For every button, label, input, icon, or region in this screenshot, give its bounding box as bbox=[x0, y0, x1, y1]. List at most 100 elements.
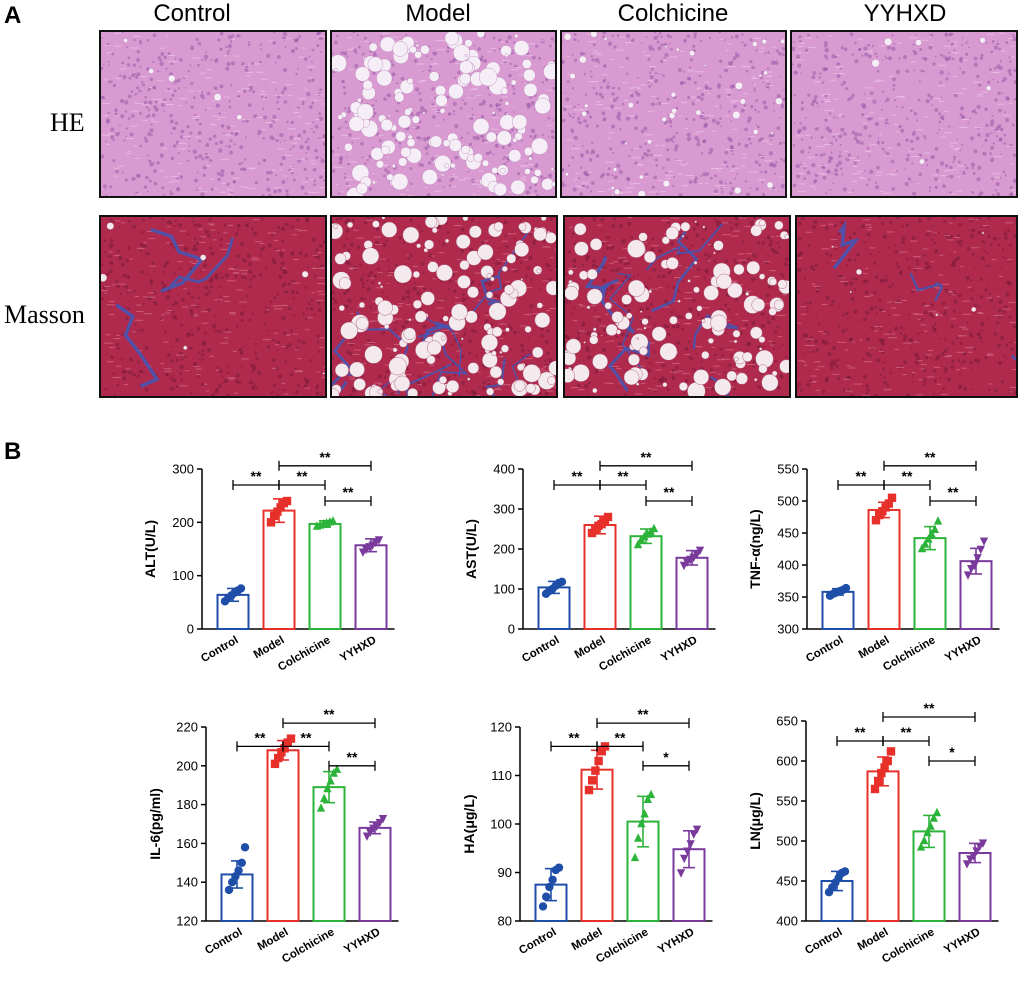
histology-texture bbox=[332, 217, 556, 396]
x-tick-label: Colchicine bbox=[280, 926, 336, 965]
x-tick-label: Model bbox=[252, 634, 287, 661]
data-point bbox=[923, 827, 932, 837]
data-point bbox=[886, 747, 896, 756]
x-tick-label: Control bbox=[517, 926, 558, 957]
data-point bbox=[603, 512, 613, 522]
y-tick-label: 300 bbox=[777, 622, 799, 637]
data-point bbox=[970, 561, 979, 571]
significance-label: ** bbox=[638, 706, 649, 722]
significance-bracket: ** bbox=[599, 468, 647, 490]
significance-bracket: ** bbox=[324, 484, 372, 506]
data-point bbox=[643, 794, 652, 803]
data-point bbox=[542, 892, 551, 901]
x-tick-label: Colchicine bbox=[880, 926, 936, 965]
y-tick-label: 100 bbox=[490, 817, 512, 832]
bar-group-control bbox=[820, 867, 854, 922]
significance-bracket: ** bbox=[596, 706, 690, 729]
he-colchicine-image bbox=[560, 30, 787, 198]
bar bbox=[675, 556, 709, 630]
bar bbox=[583, 524, 617, 630]
column-header-colchicine: Colchicine bbox=[617, 0, 729, 27]
bar bbox=[312, 786, 346, 923]
bar-group-yyhxd bbox=[354, 536, 388, 630]
data-point bbox=[234, 866, 243, 875]
y-axis-label: LN(μg/L) bbox=[747, 792, 763, 850]
data-point bbox=[286, 734, 296, 743]
data-point bbox=[276, 503, 285, 512]
data-point bbox=[972, 847, 981, 856]
data-point bbox=[597, 747, 606, 756]
data-point bbox=[877, 768, 886, 778]
data-point bbox=[930, 524, 939, 533]
significance-label: * bbox=[663, 749, 669, 765]
data-point bbox=[978, 839, 988, 848]
significance-label: ** bbox=[569, 729, 580, 745]
data-point bbox=[887, 493, 897, 502]
data-point bbox=[270, 759, 280, 769]
bar-group-model bbox=[580, 742, 614, 922]
x-tick-label: Control bbox=[203, 926, 244, 957]
data-point bbox=[320, 793, 329, 802]
significance-bracket: ** bbox=[836, 724, 884, 746]
significance-bracket: ** bbox=[883, 449, 977, 471]
data-point bbox=[920, 835, 929, 845]
x-tick-label: YYHXD bbox=[659, 634, 699, 664]
bar-group-model bbox=[867, 493, 901, 630]
data-point bbox=[963, 571, 973, 580]
data-point bbox=[630, 852, 640, 862]
significance-label: ** bbox=[641, 449, 652, 465]
data-point bbox=[237, 858, 246, 867]
data-point bbox=[637, 818, 646, 828]
significance-bracket: ** bbox=[596, 729, 644, 752]
data-point bbox=[680, 854, 689, 864]
bar-group-yyhxd bbox=[672, 825, 706, 922]
data-point bbox=[633, 539, 643, 549]
data-point bbox=[874, 776, 883, 786]
significance-label: ** bbox=[856, 468, 867, 484]
bar-group-colchicine bbox=[308, 516, 342, 630]
bar-group-colchicine bbox=[913, 516, 947, 630]
significance-bracket: ** bbox=[882, 700, 976, 722]
x-tick-label: Control bbox=[199, 634, 240, 665]
bar-group-yyhxd bbox=[959, 537, 993, 630]
y-tick-label: 180 bbox=[176, 797, 198, 812]
histology-texture bbox=[797, 217, 1016, 396]
data-point bbox=[273, 507, 282, 516]
significance-label: ** bbox=[618, 468, 629, 484]
y-tick-label: 300 bbox=[172, 462, 194, 477]
significance-bracket: ** bbox=[328, 749, 376, 771]
data-point bbox=[969, 852, 978, 861]
x-tick-label: YYHXD bbox=[942, 926, 982, 956]
data-point bbox=[917, 543, 927, 553]
data-point bbox=[916, 842, 926, 851]
x-tick-label: Colchicine bbox=[594, 926, 650, 965]
masson-yyhxd-image bbox=[795, 215, 1018, 398]
significance-label: ** bbox=[572, 468, 583, 484]
data-point bbox=[332, 764, 342, 773]
bar-chart-3: 300 350 400 450 500 550 TNF-α(ng/L) Control Mode… bbox=[747, 449, 1000, 674]
y-tick-label: 500 bbox=[777, 494, 799, 509]
data-point bbox=[270, 511, 279, 521]
y-axis-label: IL-6(pg/ml) bbox=[147, 788, 163, 860]
y-tick-label: 90 bbox=[498, 865, 512, 880]
y-tick-label: 200 bbox=[493, 542, 515, 557]
significance-label: ** bbox=[343, 484, 354, 500]
x-tick-label: Model bbox=[856, 926, 891, 953]
row-header-masson: Masson bbox=[4, 300, 85, 329]
y-axis-label: HA(μg/L) bbox=[461, 794, 477, 853]
row-header-he: HE bbox=[50, 108, 85, 137]
bar bbox=[308, 522, 342, 630]
x-tick-label: Control bbox=[804, 634, 845, 665]
data-point bbox=[927, 529, 936, 538]
x-tick-label: Colchicine bbox=[276, 634, 332, 673]
masson-colchicine-image bbox=[563, 215, 791, 398]
data-point bbox=[695, 546, 705, 555]
y-tick-label: 400 bbox=[777, 558, 799, 573]
significance-label: ** bbox=[301, 729, 312, 745]
bar-group-control bbox=[534, 863, 568, 922]
data-point bbox=[224, 885, 234, 895]
histology-texture bbox=[332, 32, 555, 196]
y-tick-label: 160 bbox=[176, 836, 198, 851]
y-tick-label: 100 bbox=[172, 568, 194, 583]
significance-bracket: ** bbox=[645, 484, 693, 506]
